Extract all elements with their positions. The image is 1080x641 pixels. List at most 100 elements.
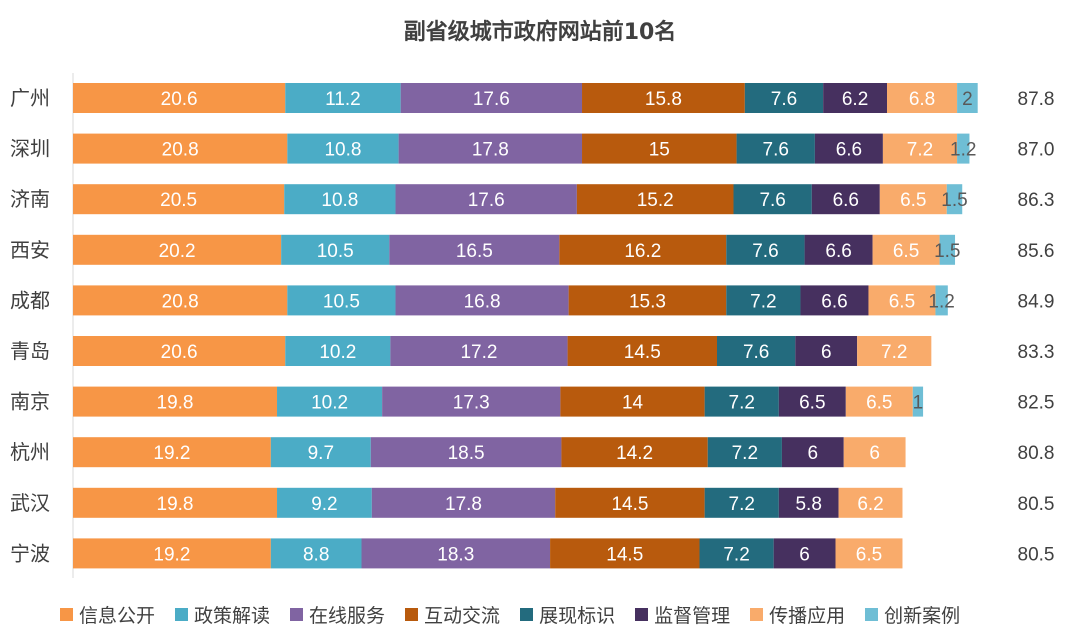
bar-segment xyxy=(361,538,551,569)
data-label: 1 xyxy=(913,393,924,414)
data-label: 20.5 xyxy=(160,190,197,211)
data-label: 6 xyxy=(808,443,819,464)
data-label: 20.8 xyxy=(162,140,199,161)
legend-swatch xyxy=(865,607,879,621)
data-label: 10.5 xyxy=(323,291,360,312)
data-label: 6 xyxy=(869,443,880,464)
data-label: 9.7 xyxy=(308,443,334,464)
data-label: 17.6 xyxy=(473,89,510,110)
bar-segment xyxy=(773,538,836,569)
data-label: 10.2 xyxy=(319,342,356,363)
bar-segment xyxy=(882,133,958,164)
bar-segment xyxy=(717,336,796,366)
bar-segment xyxy=(568,285,727,316)
bar-segment xyxy=(277,487,372,518)
data-label: 19.2 xyxy=(153,443,190,464)
category-label: 广州 xyxy=(10,86,50,110)
bar-segment xyxy=(567,336,717,366)
legend-swatch xyxy=(405,607,419,621)
data-label: 7.6 xyxy=(759,190,785,211)
bar-segment xyxy=(73,437,271,468)
legend-label: 展现标识 xyxy=(539,604,616,627)
bar-segment xyxy=(804,234,873,265)
legend-item: 展现标识 xyxy=(520,601,615,628)
data-label: 7.2 xyxy=(729,393,755,414)
bar-segment xyxy=(395,285,569,316)
data-label: 7.6 xyxy=(752,241,778,262)
data-label: 19.8 xyxy=(157,393,194,414)
data-label: 6.5 xyxy=(856,544,882,565)
data-label: 6.8 xyxy=(909,89,935,110)
bar-segment xyxy=(811,184,880,215)
bar-segment xyxy=(555,487,705,518)
data-label: 20.8 xyxy=(162,291,199,312)
bar-segment xyxy=(285,83,401,113)
bar-segment xyxy=(73,538,271,569)
bar-segment xyxy=(733,184,812,215)
total-label: 85.6 xyxy=(1018,241,1055,262)
data-label: 15.3 xyxy=(629,291,666,312)
bar-segment xyxy=(838,487,903,518)
legend-swatch xyxy=(635,607,649,621)
data-label: 17.6 xyxy=(468,190,505,211)
bar-segment xyxy=(887,83,958,113)
legend-label: 在线服务 xyxy=(309,604,386,627)
legend-label: 互动交流 xyxy=(424,604,501,627)
data-label: 7.6 xyxy=(771,89,797,110)
chart-legend: 信息公开 政策解读 在线服务 互动交流 展现标识 监督管理 传播应用 创新案例 xyxy=(60,600,1060,628)
bar-segment xyxy=(281,234,390,265)
bar-segment xyxy=(73,83,286,113)
legend-label: 创新案例 xyxy=(884,604,961,627)
bar-segment xyxy=(843,437,906,468)
data-label: 1.2 xyxy=(950,140,976,161)
category-label: 南京 xyxy=(10,390,50,414)
category-label: 西安 xyxy=(10,238,50,262)
bar-segment xyxy=(389,234,560,265)
category-label: 成都 xyxy=(10,288,50,312)
data-label: 14.5 xyxy=(624,342,661,363)
bar-segment xyxy=(382,386,561,417)
data-label: 7.2 xyxy=(729,494,755,515)
bar-segment xyxy=(795,336,858,366)
bar-segment xyxy=(699,538,774,569)
data-label: 17.8 xyxy=(472,140,509,161)
data-label: 17.8 xyxy=(445,494,482,515)
data-label: 10.2 xyxy=(311,393,348,414)
bar-segment xyxy=(285,336,391,366)
data-label: 20.6 xyxy=(161,342,198,363)
legend-item: 政策解读 xyxy=(175,601,270,628)
data-label: 20.2 xyxy=(159,241,196,262)
bar-segment xyxy=(398,133,583,164)
data-label: 5.8 xyxy=(795,494,821,515)
bar-segment xyxy=(726,285,801,316)
data-label: 17.2 xyxy=(460,342,497,363)
legend-label: 政策解读 xyxy=(194,604,271,627)
data-label: 7.6 xyxy=(743,342,769,363)
legend-item: 在线服务 xyxy=(290,601,385,628)
bar-segment xyxy=(744,83,824,113)
data-label: 9.2 xyxy=(311,494,337,515)
total-label: 82.5 xyxy=(1018,393,1055,414)
bar-segment xyxy=(582,83,745,113)
bar-segment xyxy=(823,83,888,113)
legend-label: 传播应用 xyxy=(769,604,846,627)
legend-item: 监督管理 xyxy=(635,601,730,628)
bar-segment xyxy=(582,133,737,164)
data-label: 8.8 xyxy=(303,544,329,565)
category-label: 宁波 xyxy=(10,541,50,565)
data-label: 6.5 xyxy=(889,291,915,312)
bar-segment xyxy=(879,184,947,215)
chart-title: 副省级城市政府网站前10名 xyxy=(403,20,677,45)
data-label: 17.3 xyxy=(453,393,490,414)
bar-segment xyxy=(857,336,932,366)
bar-segment xyxy=(371,487,556,518)
bar-segment xyxy=(704,487,779,518)
data-label: 16.2 xyxy=(624,241,661,262)
legend-item: 创新案例 xyxy=(865,601,960,628)
total-label: 80.5 xyxy=(1018,544,1055,565)
data-label: 1.5 xyxy=(941,190,967,211)
data-label: 18.3 xyxy=(437,544,474,565)
data-label: 14.5 xyxy=(611,494,648,515)
data-label: 2 xyxy=(962,89,973,110)
